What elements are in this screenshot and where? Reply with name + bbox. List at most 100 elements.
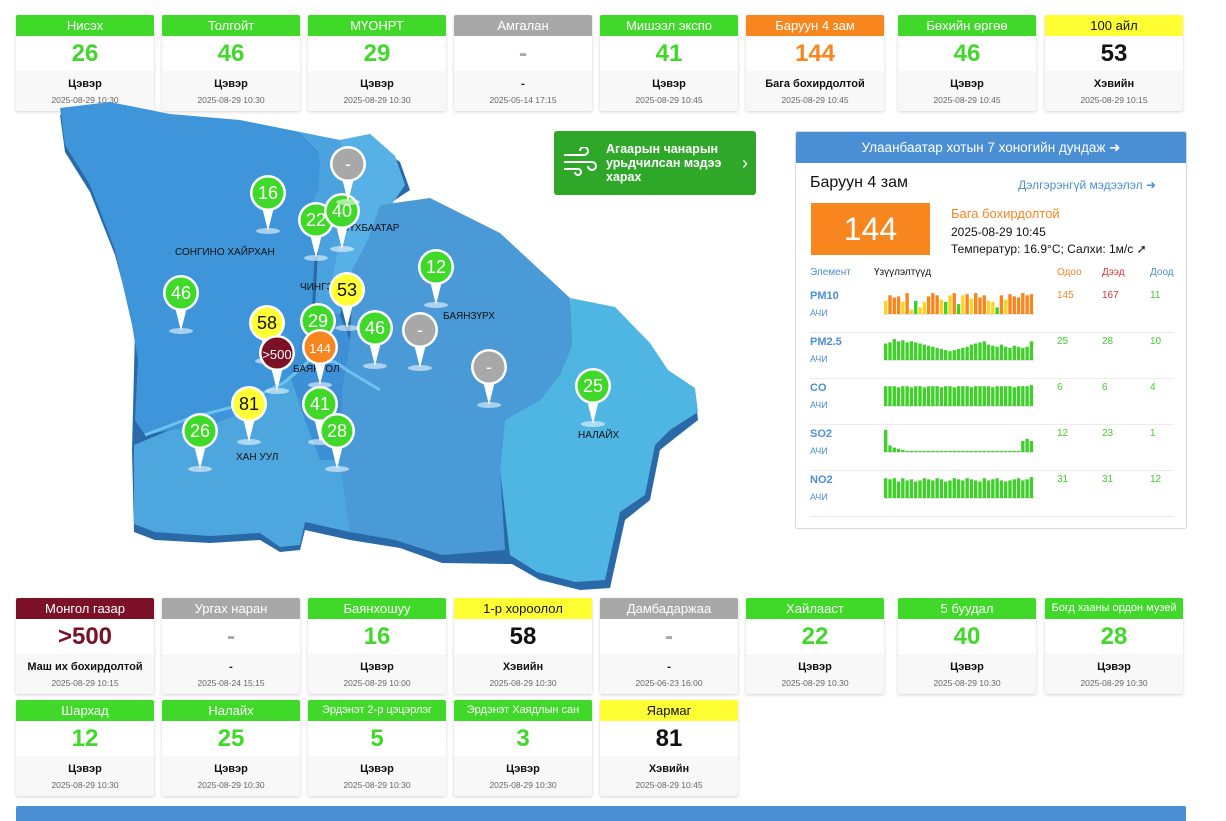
station-marker[interactable]: 22 xyxy=(298,202,334,261)
station-card[interactable]: Нисэх 26 Цэвэр 2025-08-29 10:30 xyxy=(16,15,154,111)
sparkbar xyxy=(1025,438,1029,452)
pollutant-row-pm2-5[interactable]: PM2.5 АЧИ 25 28 10 xyxy=(810,333,1174,379)
station-card[interactable]: Яармаг 81 Хэвийн 2025-08-29 10:45 xyxy=(600,700,738,796)
station-marker[interactable]: - xyxy=(330,146,366,205)
station-card-time: 2025-08-29 10:30 xyxy=(489,678,557,688)
district-label-bayanzurkh: БАЯНЗҮРХ xyxy=(443,311,495,322)
sparkbar xyxy=(961,480,965,498)
sparkbar xyxy=(1021,293,1025,314)
pollutant-row-no2[interactable]: NO2 АЧИ 31 31 12 xyxy=(810,471,1174,517)
district-label-songinokhairkhan: СОНГИНО ХАЙРХАН xyxy=(175,245,275,258)
station-markers: 16 22 40 - 12 46 53 58 29 46 - >500 144 - 81 41 26 28 25 xyxy=(163,146,611,472)
station-marker[interactable]: 144 xyxy=(302,329,338,388)
sparkbar xyxy=(999,344,1004,360)
pollutant-now: 12 xyxy=(1057,428,1069,439)
station-card-time: 2025-08-29 10:45 xyxy=(781,95,849,105)
station-card[interactable]: Амгалан - -2025-05-14 17:15 xyxy=(454,15,592,111)
ulaanbaatar-district-map[interactable]: СОНГИНО ХАЙРХАН СҮХБААТАР ЧИНГЭЛТЭЙ БАЯН… xyxy=(50,100,710,595)
station-card-status: Цэвэр xyxy=(798,661,832,673)
station-marker[interactable]: - xyxy=(402,312,438,371)
sparkbar xyxy=(909,309,914,314)
station-card[interactable]: Бөхийн өргөө 46 Цэвэр 2025-08-29 10:45 xyxy=(898,15,1036,111)
station-card[interactable]: Монгол газар >500 Маш их бохирдолтой 2025-0… xyxy=(16,598,154,694)
sparkbar xyxy=(922,387,926,406)
station-card[interactable]: 100 айл 53 Хэвийн 2025-08-29 10:15 xyxy=(1045,15,1183,111)
pollutant-row-so2[interactable]: SO2 АЧИ 12 23 1 xyxy=(810,425,1174,471)
sparkbar xyxy=(969,298,974,314)
station-card-value: 81 xyxy=(600,721,738,756)
station-card[interactable]: Мишээл экспо 41 Цэвэр 2025-08-29 10:45 xyxy=(600,15,738,111)
sparkbar xyxy=(914,386,918,406)
sparkbar xyxy=(991,345,995,360)
station-card[interactable]: Баруун 4 зам 144 Бага бохирдолтой 2025-08-2… xyxy=(746,15,884,111)
sparkbar xyxy=(888,295,892,314)
station-marker[interactable]: 41 xyxy=(302,386,338,445)
sparkbar xyxy=(1016,346,1021,360)
station-card-status: Цэвэр xyxy=(652,78,686,90)
sparkbar xyxy=(974,343,978,360)
forecast-button[interactable]: Агаарын чанарын урьдчилсан мэдээ харах › xyxy=(554,131,756,195)
sparkbar xyxy=(935,450,939,452)
marker-fill xyxy=(577,370,609,402)
detail-link[interactable]: Дэлгэрэнгүй мэдээлэл ➜ xyxy=(1018,178,1156,192)
station-card[interactable]: МҮОНРТ 29 Цэвэр 2025-08-29 10:30 xyxy=(308,15,446,111)
marker-value: 46 xyxy=(365,318,385,338)
marker-fill xyxy=(184,415,216,447)
station-marker[interactable]: 58 xyxy=(249,305,285,364)
station-card-time: 2025-08-29 10:45 xyxy=(635,95,703,105)
station-card[interactable]: Ургах наран - -2025-08-24 15:15 xyxy=(162,598,300,694)
station-card-time: 2025-08-29 10:45 xyxy=(933,95,1001,105)
station-marker[interactable]: 26 xyxy=(182,413,218,472)
station-card[interactable]: Шархад 12 Цэвэр 2025-08-29 10:30 xyxy=(16,700,154,796)
sparkbar xyxy=(892,297,896,314)
sparkbar xyxy=(892,478,896,498)
station-card[interactable]: Толгойт 46 Цэвэр 2025-08-29 10:30 xyxy=(162,15,300,111)
sparkbar xyxy=(896,296,901,314)
pollutant-sparkbar-chart xyxy=(884,477,1034,499)
station-marker[interactable]: 81 xyxy=(231,386,267,445)
sparkbar xyxy=(991,387,995,406)
sparkbar xyxy=(1029,477,1034,498)
sparkbar xyxy=(1025,295,1029,314)
weekly-average-header[interactable]: Улаанбаатар хотын 7 хоногийн дундаж ➜ xyxy=(796,132,1186,163)
sparkbar xyxy=(884,478,888,498)
station-card-status: Хэвийн xyxy=(1093,78,1135,90)
station-card[interactable]: Эрдэнэт 2-р цэцэрлэг 5 Цэвэр 2025-08-29 10:… xyxy=(308,700,446,796)
marker-fill xyxy=(332,148,364,180)
marker-pin xyxy=(175,307,187,331)
sparkbar xyxy=(901,386,905,406)
pollutant-min: 10 xyxy=(1150,336,1162,347)
col-element: Элемент xyxy=(810,267,851,278)
station-card[interactable]: 1-р хороолол 58 Хэвийн 2025-08-29 10:30 xyxy=(454,598,592,694)
pollutant-row-co[interactable]: CO АЧИ 6 6 4 xyxy=(810,379,1174,425)
station-marker[interactable]: 12 xyxy=(418,249,454,308)
station-card[interactable]: Эрдэнэт Хаядлын сан 3 Цэвэр 2025-08-29 10:3… xyxy=(454,700,592,796)
sparkbar xyxy=(948,295,952,314)
station-marker[interactable]: 16 xyxy=(250,175,286,234)
station-marker[interactable]: 46 xyxy=(163,275,199,334)
station-card[interactable]: 5 буудал 40 Цэвэр 2025-08-29 10:30 xyxy=(898,598,1036,694)
station-card[interactable]: Налайх 25 Цэвэр 2025-08-29 10:30 xyxy=(162,700,300,796)
station-marker[interactable]: 53 xyxy=(329,272,365,331)
station-card[interactable]: Богд хааны ордон музей 28 Цэвэр 2025-08-29 … xyxy=(1045,598,1183,694)
sparkbar xyxy=(926,479,931,498)
pollutant-now: 145 xyxy=(1057,290,1074,301)
station-marker[interactable]: - xyxy=(471,349,507,408)
station-card[interactable]: Дамбадаржаа - -2025-06-23 16:00 xyxy=(600,598,738,694)
station-card-value: 46 xyxy=(898,36,1036,71)
sparkbar xyxy=(969,479,974,498)
station-marker[interactable]: 46 xyxy=(357,310,393,369)
station-card-status: Цэвэр xyxy=(214,78,248,90)
station-card-name: Амгалан xyxy=(454,15,592,36)
station-marker[interactable]: 28 xyxy=(319,413,355,472)
marker-value: 144 xyxy=(309,341,331,356)
pollutant-sparkbar-chart xyxy=(884,293,1034,315)
sparkbar xyxy=(952,478,956,498)
station-card[interactable]: Баянхошуу 16 Цэвэр 2025-08-29 10:00 xyxy=(308,598,446,694)
pollutant-row-pm10[interactable]: PM10 АЧИ 145 167 11 xyxy=(810,287,1174,333)
station-card[interactable]: Хайлааст 22 Цэвэр 2025-08-29 10:30 xyxy=(746,598,884,694)
station-marker[interactable]: >500 xyxy=(259,335,295,394)
station-card-name: Толгойт xyxy=(162,15,300,36)
sparkbar xyxy=(926,296,931,314)
station-marker[interactable]: 25 xyxy=(575,368,611,427)
